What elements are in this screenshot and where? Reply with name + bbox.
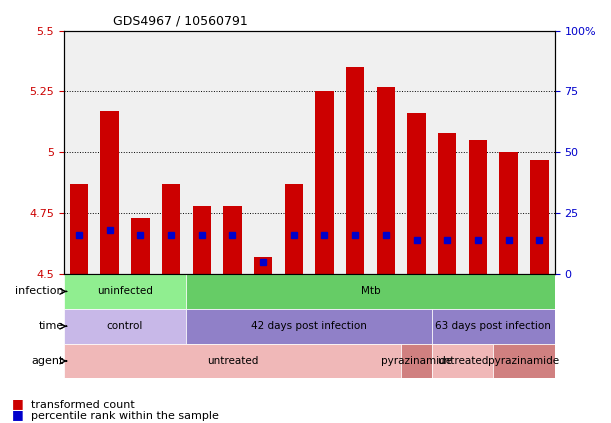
Bar <box>70 184 88 274</box>
FancyBboxPatch shape <box>432 309 555 343</box>
FancyBboxPatch shape <box>186 309 432 343</box>
FancyBboxPatch shape <box>493 343 555 379</box>
FancyBboxPatch shape <box>64 274 186 309</box>
Bar <box>131 218 150 274</box>
Text: untreated: untreated <box>437 356 488 366</box>
Text: agent: agent <box>31 356 64 366</box>
Bar <box>223 206 241 274</box>
Bar <box>530 159 549 274</box>
Text: 42 days post infection: 42 days post infection <box>251 321 367 331</box>
Text: 63 days post infection: 63 days post infection <box>435 321 551 331</box>
Bar <box>499 152 518 274</box>
Text: ■: ■ <box>12 408 24 421</box>
Bar <box>192 206 211 274</box>
FancyBboxPatch shape <box>401 343 432 379</box>
Text: time: time <box>38 321 64 331</box>
Bar <box>376 87 395 274</box>
Text: uninfected: uninfected <box>97 286 153 297</box>
Text: control: control <box>107 321 143 331</box>
Bar <box>315 91 334 274</box>
Bar <box>438 133 456 274</box>
Bar <box>469 140 487 274</box>
Bar <box>162 184 180 274</box>
Bar <box>346 67 364 274</box>
Text: untreated: untreated <box>207 356 258 366</box>
Text: pyrazinamide: pyrazinamide <box>488 356 560 366</box>
FancyBboxPatch shape <box>64 309 186 343</box>
FancyBboxPatch shape <box>432 343 493 379</box>
Bar <box>254 257 273 274</box>
Text: pyrazinamide: pyrazinamide <box>381 356 452 366</box>
FancyBboxPatch shape <box>186 274 555 309</box>
Text: GDS4967 / 10560791: GDS4967 / 10560791 <box>112 15 247 28</box>
Text: ■: ■ <box>12 397 24 410</box>
FancyBboxPatch shape <box>64 343 401 379</box>
Bar <box>408 113 426 274</box>
Bar <box>285 184 303 274</box>
Text: infection: infection <box>15 286 64 297</box>
Bar <box>100 111 119 274</box>
Text: Mtb: Mtb <box>360 286 380 297</box>
Text: percentile rank within the sample: percentile rank within the sample <box>31 411 218 421</box>
Text: transformed count: transformed count <box>31 400 134 410</box>
